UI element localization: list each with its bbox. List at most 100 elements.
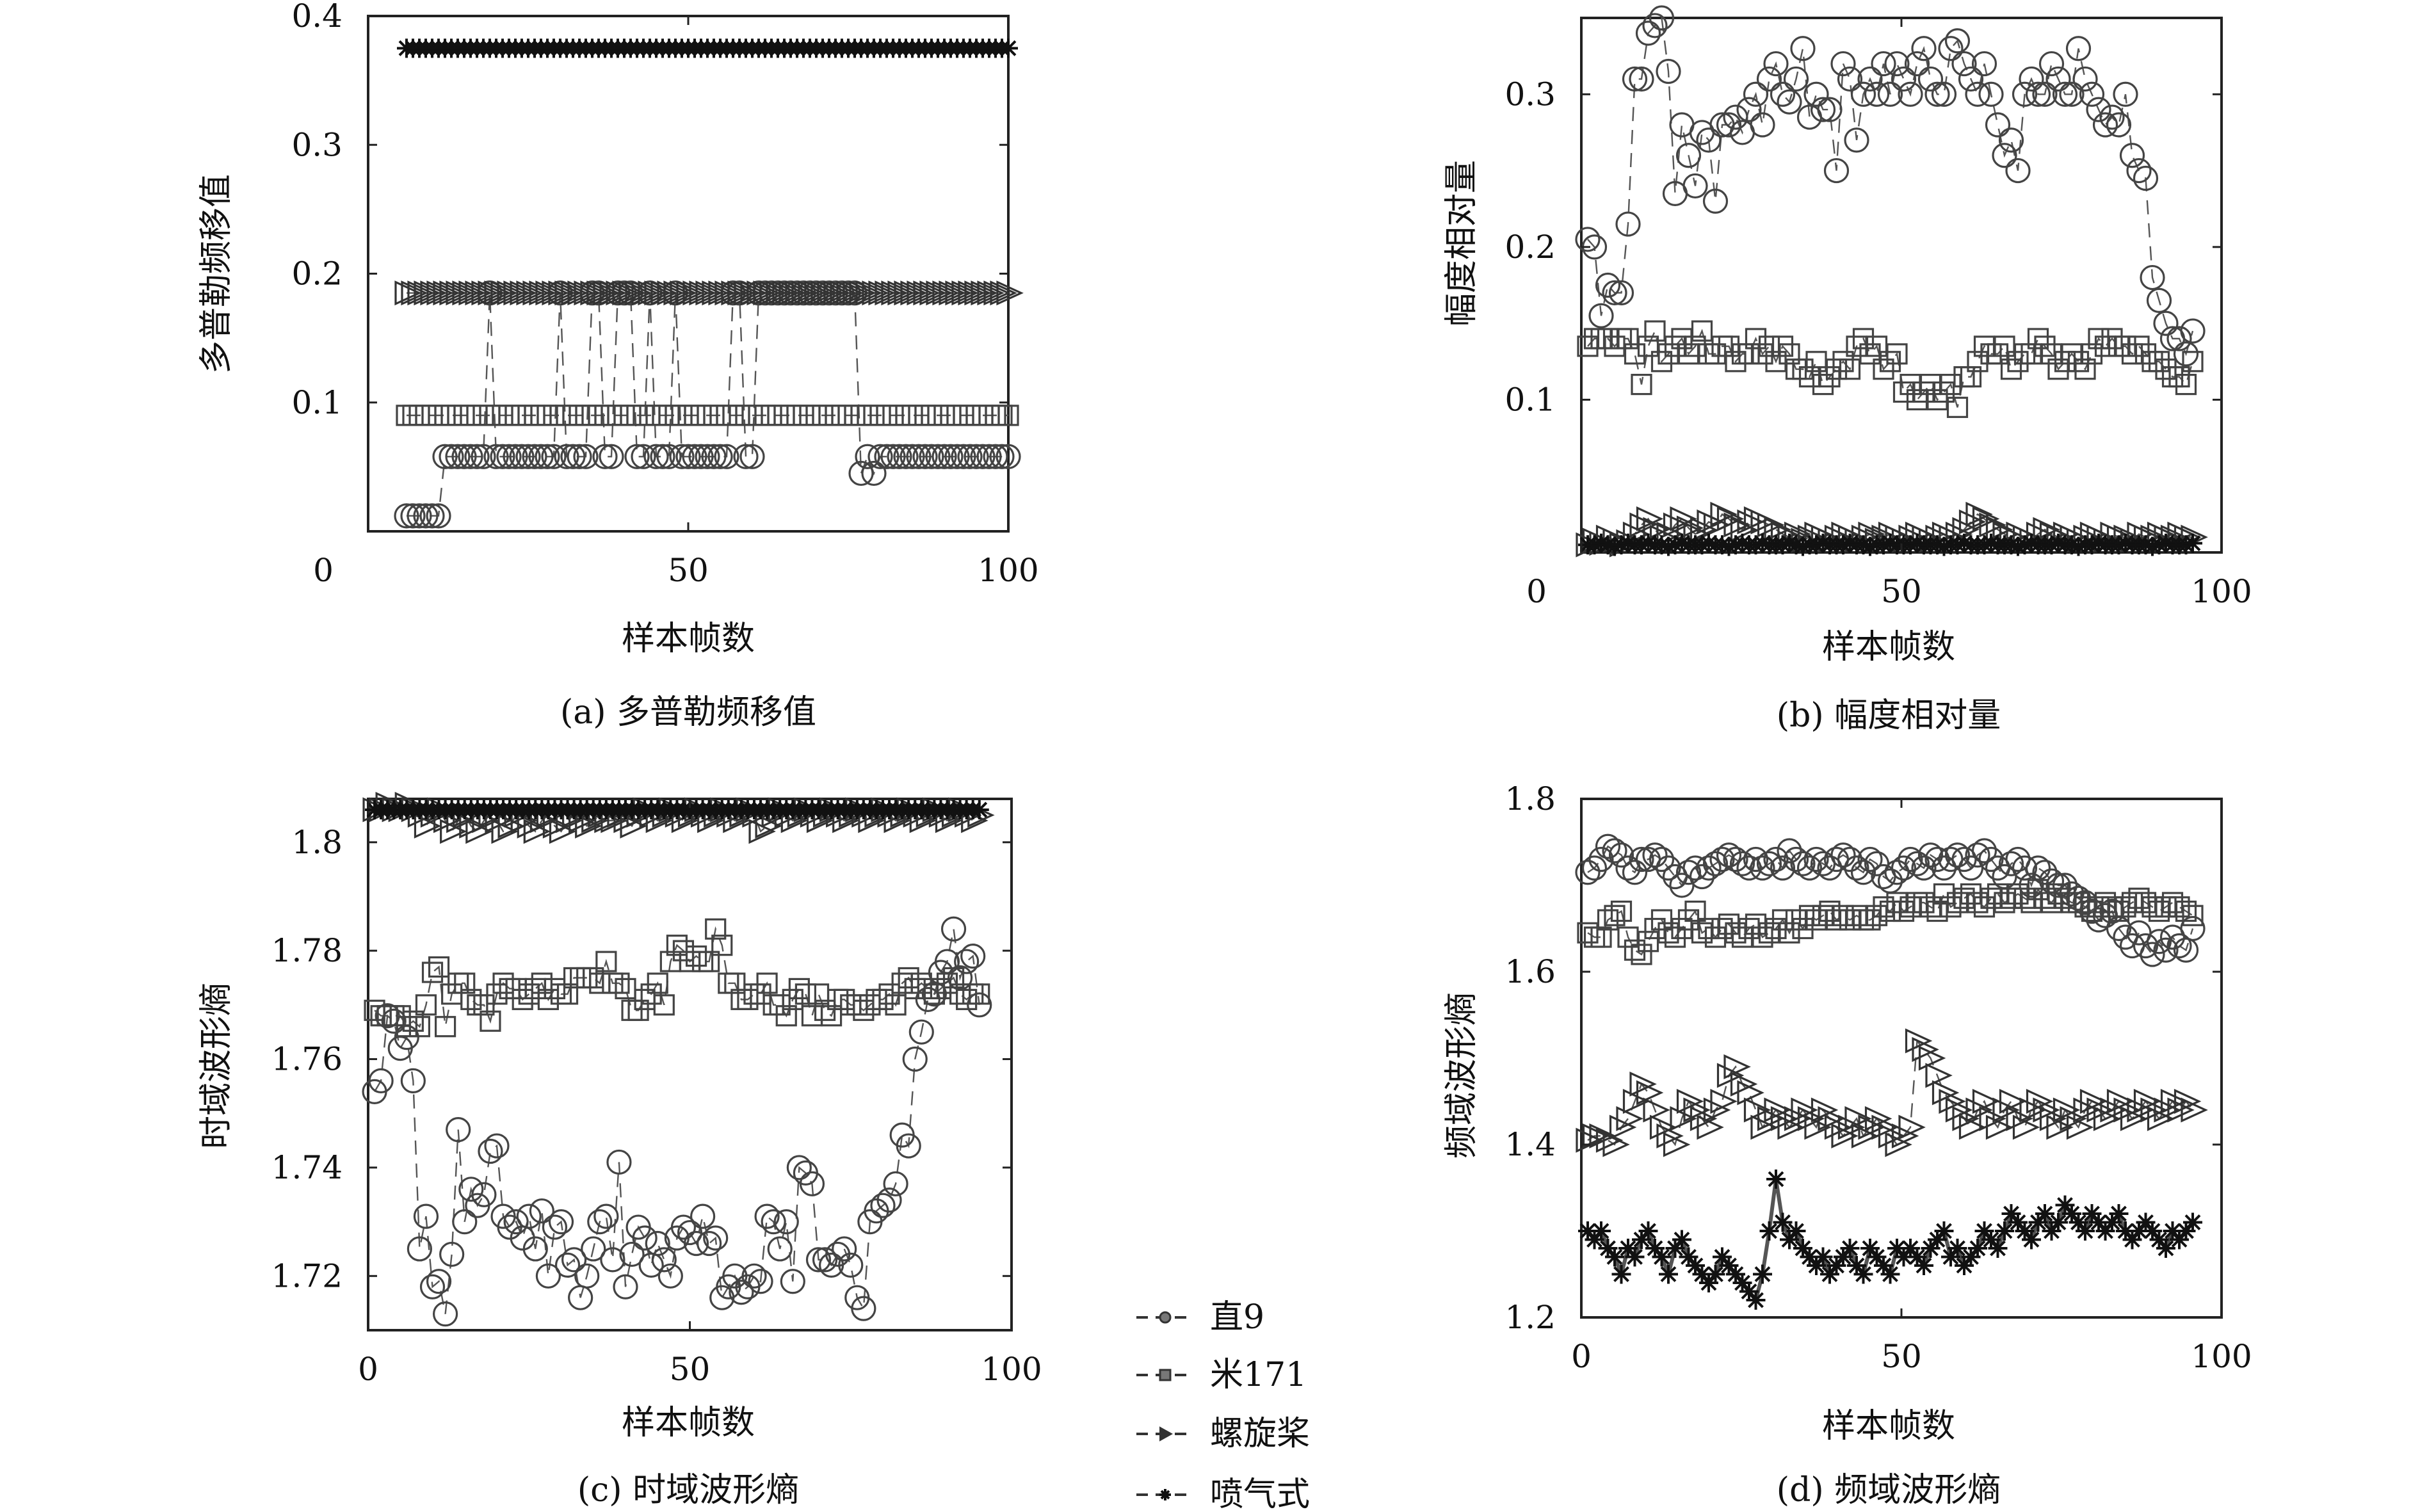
data-point-circle xyxy=(938,444,964,469)
data-point-triangle xyxy=(1757,512,1785,538)
data-point-circle xyxy=(1783,846,1809,873)
series-circle xyxy=(1575,5,2206,367)
y-tick-label: 1.8 xyxy=(1504,780,1556,817)
data-point-triangle xyxy=(620,813,647,839)
data-point-triangle xyxy=(1676,1089,1704,1114)
data-point-star xyxy=(1786,1221,1806,1241)
data-point-circle xyxy=(1702,851,1729,876)
data-point-triangle xyxy=(2181,1097,2208,1123)
data-point-circle xyxy=(1689,864,1715,890)
data-point-star xyxy=(1914,1256,1933,1275)
data-point-star xyxy=(1813,1247,1833,1267)
data-point-square xyxy=(2182,351,2204,373)
data-point-square xyxy=(672,940,695,961)
data-point-circle xyxy=(400,1068,426,1094)
data-point-star xyxy=(2008,1212,2028,1232)
panel-d-y-ticks: 1.2 1.4 1.6 1.8 xyxy=(1504,780,2222,1336)
data-point-circle xyxy=(1803,81,1829,107)
data-point-circle xyxy=(989,444,1015,469)
data-point-square xyxy=(627,999,649,1021)
data-point-triangle xyxy=(1824,1114,1852,1140)
data-point-square xyxy=(698,951,720,972)
data-point-square xyxy=(942,967,965,989)
data-point-circle xyxy=(2086,97,2111,122)
data-point-circle xyxy=(631,444,656,469)
series-square xyxy=(1577,879,2204,965)
data-point-square xyxy=(421,961,444,983)
data-point-star xyxy=(2156,533,2175,553)
data-point-circle xyxy=(522,444,547,469)
legend-star-marker xyxy=(1159,1489,1171,1500)
panel-c: 1.72 1.74 1.76 1.78 1.8 0 50 100 时域波形熵 样本帧数 (c… xyxy=(197,791,1042,1509)
x-tick-label: 50 xyxy=(1881,573,1922,610)
data-point-circle xyxy=(1992,143,2017,168)
data-point-star xyxy=(1941,1247,1960,1267)
legend: 直9 米171 螺旋桨 喷气式 xyxy=(1136,1298,1310,1512)
data-point-circle xyxy=(812,1247,838,1273)
data-point-square xyxy=(434,1016,456,1038)
data-point-circle xyxy=(561,1247,587,1273)
data-point-star xyxy=(1652,535,1672,555)
data-point-square xyxy=(2067,351,2090,373)
data-point-circle xyxy=(560,444,586,469)
data-point-triangle xyxy=(2120,1106,2148,1131)
data-point-circle xyxy=(600,1247,625,1273)
data-point-circle xyxy=(1696,127,1722,153)
data-point-circle xyxy=(707,444,733,469)
data-point-circle xyxy=(1965,81,1990,107)
panel-d-xlabel: 样本帧数 xyxy=(1822,1407,1955,1445)
data-point-circle xyxy=(780,1269,805,1294)
data-point-star xyxy=(1585,535,1604,555)
data-point-square xyxy=(428,956,450,978)
data-point-star xyxy=(1611,1264,1631,1284)
panel-c-x-ticks: 0 50 100 xyxy=(358,799,1042,1388)
data-point-triangle xyxy=(2147,1106,2175,1131)
data-point-star xyxy=(2022,533,2041,553)
data-point-square xyxy=(1624,343,1646,365)
data-point-circle xyxy=(861,460,887,487)
data-point-square xyxy=(685,945,707,967)
data-point-circle xyxy=(1944,842,1971,868)
data-point-circle xyxy=(515,444,541,469)
data-point-square xyxy=(1631,373,1652,396)
data-point-circle xyxy=(2052,81,2078,107)
data-point-circle xyxy=(838,1252,864,1278)
data-point-circle xyxy=(960,944,986,969)
data-point-star xyxy=(1578,1221,1597,1241)
series-star xyxy=(1578,533,2202,556)
data-point-square xyxy=(724,972,746,994)
data-point-star xyxy=(1880,1264,1900,1284)
data-point-triangle xyxy=(1622,1089,1650,1114)
data-point-triangle xyxy=(2167,1097,2195,1123)
data-point-star xyxy=(1726,1264,1745,1284)
data-point-square xyxy=(1792,358,1814,380)
data-point-circle xyxy=(1756,66,1782,92)
data-point-circle xyxy=(1857,66,1883,92)
data-point-circle xyxy=(471,444,496,469)
data-point-circle xyxy=(446,1117,471,1143)
data-point-triangle xyxy=(1629,512,1657,538)
data-point-star xyxy=(2001,535,2021,555)
series-line xyxy=(374,929,980,1314)
data-point-circle xyxy=(567,444,592,469)
data-point-star xyxy=(1699,533,1718,553)
data-point-triangle xyxy=(1757,1106,1785,1131)
data-point-circle xyxy=(944,444,970,469)
data-point-circle xyxy=(1958,66,1984,92)
data-point-star xyxy=(2156,1239,2175,1258)
data-point-circle xyxy=(1575,227,1601,252)
data-point-circle xyxy=(478,1138,503,1164)
panel-b-y-ticks: 0.1 0.2 0.3 xyxy=(1504,76,2222,418)
data-point-square xyxy=(512,988,533,1010)
data-point-circle xyxy=(2092,112,2118,138)
data-point-star xyxy=(1988,1239,2008,1258)
data-point-star xyxy=(1739,1282,1759,1301)
data-point-circle xyxy=(1877,81,1903,107)
data-point-triangle xyxy=(1952,1106,1980,1131)
panel-b-ylabel: 幅度相对量 xyxy=(1442,160,1481,326)
data-point-triangle xyxy=(1972,506,2000,532)
data-point-circle xyxy=(606,1149,632,1175)
series-star xyxy=(397,38,1018,58)
data-point-star xyxy=(1974,535,1994,555)
data-point-circle xyxy=(1884,51,1910,77)
